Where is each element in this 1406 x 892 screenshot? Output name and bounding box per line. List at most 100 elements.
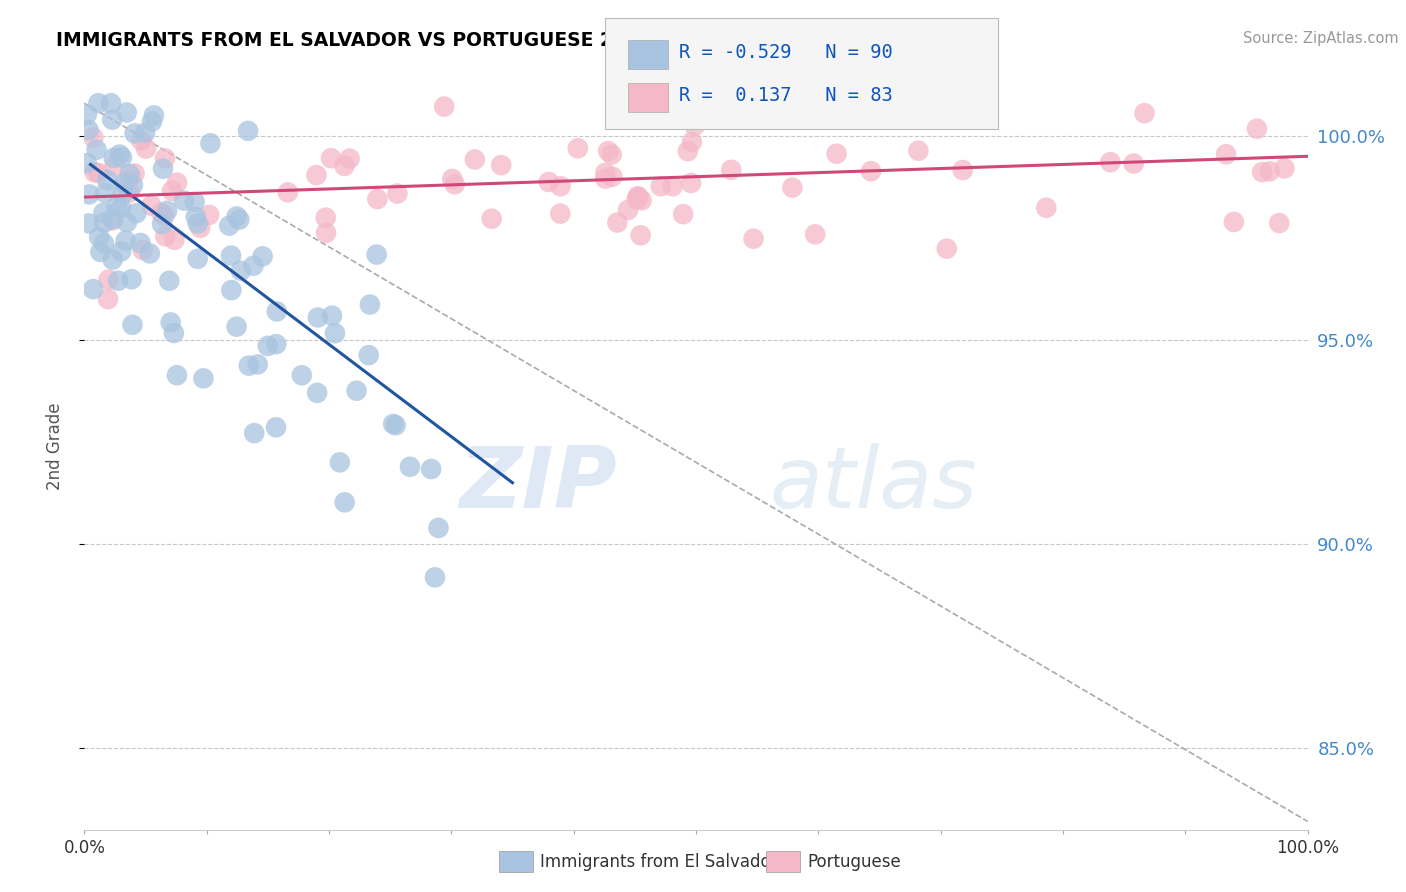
Point: [600, 147, 623, 161]
Point: [76, 108, 98, 122]
Point: [122, 178, 145, 192]
Point: [108, 147, 131, 161]
Point: [229, 263, 252, 277]
Point: [246, 357, 269, 371]
Point: [129, 235, 152, 250]
Point: [630, 228, 652, 243]
Point: [101, 112, 124, 127]
Point: [266, 304, 288, 318]
Point: [277, 186, 299, 200]
Point: [163, 326, 186, 340]
Point: [218, 219, 240, 233]
Point: [860, 164, 883, 178]
Point: [617, 202, 640, 217]
Point: [157, 274, 180, 288]
Point: [97, 292, 120, 306]
Point: [110, 244, 132, 259]
Point: [115, 105, 138, 120]
Point: [129, 133, 152, 147]
Point: [550, 206, 572, 220]
Point: [443, 178, 465, 192]
Point: [357, 348, 380, 362]
Point: [103, 151, 125, 165]
Point: [537, 175, 560, 189]
Point: [87, 96, 110, 111]
Point: [142, 108, 165, 122]
Point: [82, 130, 104, 145]
Point: [319, 151, 342, 165]
Point: [160, 184, 183, 198]
Point: [595, 171, 617, 186]
Point: [387, 186, 409, 201]
Point: [1215, 147, 1237, 161]
Point: [101, 211, 124, 226]
Point: [307, 385, 329, 400]
Point: [427, 521, 450, 535]
Point: [606, 215, 628, 229]
Point: [150, 217, 173, 231]
Point: [96, 173, 118, 187]
Point: [183, 194, 205, 209]
Point: [1223, 215, 1246, 229]
Point: [1258, 164, 1281, 178]
Point: [111, 186, 134, 201]
Text: Source: ZipAtlas.com: Source: ZipAtlas.com: [1243, 31, 1399, 46]
Point: [153, 152, 176, 166]
Point: [384, 418, 406, 433]
Point: [264, 337, 287, 351]
Point: [323, 326, 346, 341]
Text: Immigrants from El Salvador: Immigrants from El Salvador: [540, 853, 778, 871]
Point: [366, 247, 388, 261]
Point: [163, 233, 186, 247]
Point: [333, 159, 356, 173]
Point: [87, 166, 110, 180]
Point: [187, 216, 209, 230]
Text: R = -0.529   N = 90: R = -0.529 N = 90: [679, 43, 893, 62]
Point: [676, 144, 699, 158]
Point: [112, 177, 135, 191]
Point: [242, 259, 264, 273]
Point: [307, 310, 329, 325]
Point: [131, 243, 153, 257]
Point: [105, 199, 128, 213]
Point: [238, 359, 260, 373]
Point: [742, 232, 765, 246]
Point: [121, 318, 143, 332]
Point: [252, 249, 274, 263]
Point: [193, 371, 215, 385]
Point: [1268, 216, 1291, 230]
Point: [1133, 106, 1156, 120]
Point: [481, 211, 503, 226]
Point: [155, 229, 177, 244]
Point: [83, 165, 105, 179]
Point: [118, 167, 141, 181]
Point: [121, 272, 143, 286]
Point: [77, 216, 100, 230]
Point: [650, 179, 672, 194]
Point: [124, 167, 146, 181]
Point: [236, 124, 259, 138]
Point: [681, 176, 703, 190]
Point: [464, 153, 486, 167]
Point: [141, 198, 163, 212]
Point: [152, 161, 174, 176]
Point: [321, 309, 343, 323]
Point: [118, 186, 141, 200]
Point: [1251, 165, 1274, 179]
Point: [101, 252, 124, 267]
Point: [166, 176, 188, 190]
Text: atlas: atlas: [769, 442, 977, 526]
Point: [89, 244, 111, 259]
Point: [115, 215, 138, 229]
Point: [640, 110, 662, 124]
Point: [333, 495, 356, 509]
Point: [567, 141, 589, 155]
Point: [139, 246, 162, 260]
Point: [228, 212, 250, 227]
Point: [243, 426, 266, 441]
Point: [219, 249, 242, 263]
Point: [399, 459, 422, 474]
Point: [420, 462, 443, 476]
Text: ZIP: ZIP: [458, 442, 616, 526]
Point: [339, 152, 361, 166]
